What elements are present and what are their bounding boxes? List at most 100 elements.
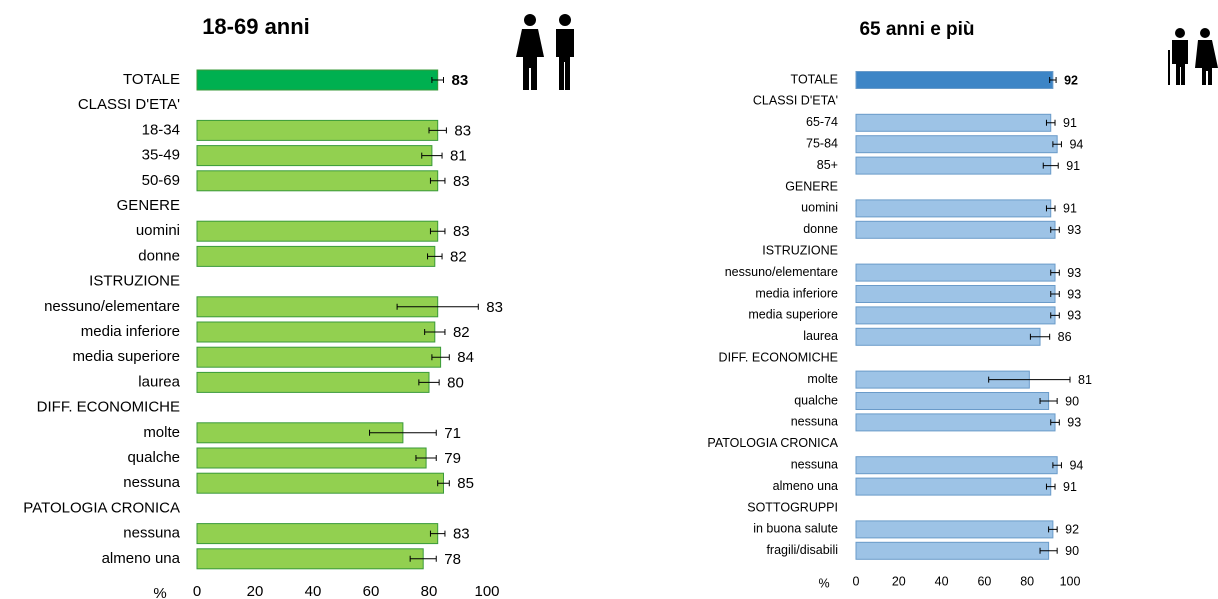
value-label: 93 [1067, 266, 1081, 280]
couple-icon [516, 14, 574, 90]
error-bar [988, 376, 1071, 383]
category-label: nessuno/elementare [44, 298, 180, 315]
value-label: 82 [453, 324, 470, 341]
category-label: uomini [136, 222, 180, 239]
bar [855, 541, 1050, 560]
x-tick-label: 40 [305, 583, 322, 599]
x-tick-label: 20 [892, 574, 906, 588]
category-label: laurea [138, 373, 180, 390]
value-label: 83 [453, 223, 470, 240]
bar [855, 156, 1052, 175]
bar [855, 456, 1058, 475]
value-label: 93 [1067, 223, 1081, 237]
value-label: 91 [1066, 159, 1080, 173]
value-label: 93 [1067, 287, 1081, 301]
x-tick-label: 80 [421, 583, 438, 599]
category-label: fragili/disabili [766, 543, 838, 557]
bar [196, 245, 436, 267]
bar [196, 548, 424, 570]
category-label: 85+ [817, 158, 838, 172]
value-label: 90 [1065, 394, 1079, 408]
category-label: TOTALE [791, 72, 838, 86]
category-label: nessuna [791, 457, 838, 471]
elderly-couple-icon [1168, 28, 1218, 85]
value-label: 71 [444, 425, 461, 442]
category-label: DIFF. ECONOMICHE [719, 350, 838, 364]
error-bar [396, 303, 479, 310]
error-bar [427, 253, 443, 260]
category-label: nessuno/elementare [725, 265, 838, 279]
category-label: qualche [127, 449, 180, 466]
chart-title: 65 anni e più [859, 19, 974, 40]
error-bar [1039, 398, 1058, 404]
bar [196, 447, 427, 469]
bar [196, 321, 436, 343]
category-label: media superiore [748, 308, 838, 322]
error-bar [415, 455, 437, 461]
bar [855, 71, 1054, 89]
x-tick-label: 20 [247, 583, 264, 599]
error-bar [1050, 419, 1060, 426]
error-bar [1048, 526, 1058, 533]
category-label: donne [138, 247, 180, 264]
error-bar [437, 480, 450, 487]
category-label: CLASSI D'ETA' [753, 94, 838, 108]
error-bar [1045, 205, 1056, 212]
error-bar [369, 429, 437, 436]
value-label: 79 [444, 450, 461, 467]
value-label: 83 [452, 72, 469, 89]
value-label: 83 [454, 122, 471, 139]
error-bar [1045, 483, 1056, 490]
value-label: 93 [1067, 309, 1081, 323]
category-label: PATOLOGIA CRONICA [23, 499, 180, 516]
category-label: molte [143, 424, 180, 441]
value-label: 94 [1069, 458, 1083, 472]
x-tick-label: 80 [1020, 574, 1034, 588]
value-label: 85 [457, 475, 474, 492]
category-label: nessuna [123, 474, 180, 491]
x-tick-label: 60 [363, 583, 380, 599]
value-label: 90 [1065, 544, 1079, 558]
error-bar [409, 555, 437, 562]
category-label: DIFF. ECONOMICHE [37, 399, 180, 416]
category-label: SOTTOGRUPPI [747, 500, 838, 514]
bar [196, 145, 433, 167]
bar [855, 199, 1052, 218]
category-label: media inferiore [81, 323, 180, 340]
bar [855, 263, 1056, 282]
category-label: 75-84 [806, 136, 838, 150]
bar [196, 119, 439, 141]
value-label: 86 [1058, 330, 1072, 344]
category-label: 35-49 [142, 147, 180, 164]
bar [196, 346, 442, 368]
value-label: 91 [1063, 480, 1077, 494]
value-label: 91 [1063, 202, 1077, 216]
bar [196, 170, 439, 192]
bar [855, 285, 1056, 303]
error-bar [1052, 462, 1062, 469]
category-label: GENERE [785, 179, 838, 193]
category-label: nessuna [791, 415, 838, 429]
bar [855, 327, 1041, 346]
category-label: PATOLOGIA CRONICA [707, 436, 838, 450]
error-bar [1042, 162, 1059, 169]
value-label: 92 [1065, 523, 1079, 537]
error-bar [1050, 291, 1060, 297]
category-label: TOTALE [123, 71, 180, 88]
error-bar [418, 379, 440, 386]
chart-title: 18-69 anni [202, 14, 310, 39]
error-bar [424, 329, 446, 335]
x-tick-label: 100 [474, 583, 499, 599]
bar [855, 392, 1050, 410]
error-bar [429, 530, 446, 537]
error-bar [421, 152, 443, 159]
category-label: media inferiore [755, 286, 838, 300]
error-bar [428, 127, 447, 134]
category-label: almeno una [773, 479, 838, 493]
error-bar [1049, 77, 1057, 83]
value-label: 83 [453, 526, 470, 543]
value-label: 81 [1078, 373, 1092, 387]
category-label: CLASSI D'ETA' [78, 96, 180, 113]
value-label: 91 [1063, 116, 1077, 130]
category-label: GENERE [117, 197, 180, 214]
